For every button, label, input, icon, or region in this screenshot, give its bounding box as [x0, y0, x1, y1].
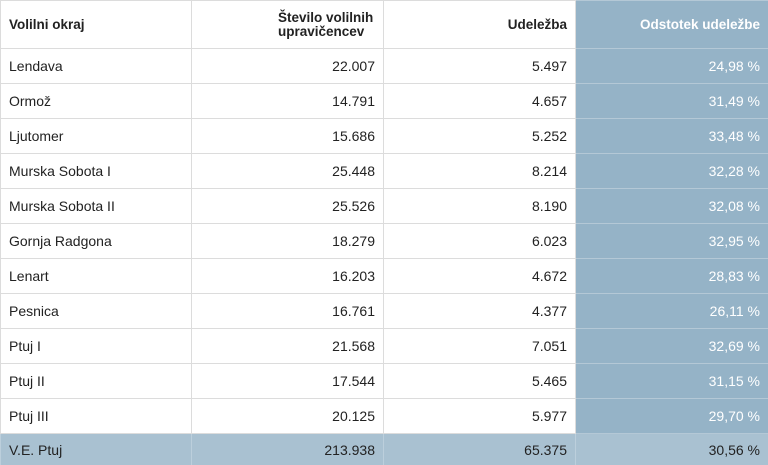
- header-cell: Število volilnih upravičencev: [191, 0, 384, 49]
- value-cell: 8.190: [383, 188, 576, 224]
- value-cell: 6.023: [383, 223, 576, 259]
- district-cell: Ormož: [0, 83, 192, 119]
- value-cell: 8.214: [383, 153, 576, 189]
- total-cell: 30,56 %: [575, 433, 768, 465]
- value-cell: 29,70 %: [575, 398, 768, 434]
- district-cell: Gornja Radgona: [0, 223, 192, 259]
- value-cell: 14.791: [191, 83, 384, 119]
- value-cell: 15.686: [191, 118, 384, 154]
- table-body: Lendava 22.007 5.497 24,98 % Ormož 14.791 4.65…: [0, 48, 768, 434]
- header-cell: Odstotek udeležbe: [575, 0, 768, 49]
- value-cell: 31,49 %: [575, 83, 768, 119]
- value-cell: 32,08 %: [575, 188, 768, 224]
- value-cell: 5.465: [383, 363, 576, 399]
- total-cell: 213.938: [191, 433, 384, 465]
- value-cell: 16.761: [191, 293, 384, 329]
- total-cell: 65.375: [383, 433, 576, 465]
- value-cell: 17.544: [191, 363, 384, 399]
- table-row: Pesnica 16.761 4.377 26,11 %: [0, 293, 768, 329]
- table-row: Ljutomer 15.686 5.252 33,48 %: [0, 118, 768, 154]
- value-cell: 4.377: [383, 293, 576, 329]
- value-cell: 4.672: [383, 258, 576, 294]
- value-cell: 5.977: [383, 398, 576, 434]
- header-row: Volilni okraj Število volilnih upravičen…: [0, 0, 768, 49]
- district-cell: Ptuj I: [0, 328, 192, 364]
- district-cell: Lenart: [0, 258, 192, 294]
- table-row: Lenart 16.203 4.672 28,83 %: [0, 258, 768, 294]
- value-cell: 21.568: [191, 328, 384, 364]
- value-cell: 22.007: [191, 48, 384, 84]
- value-cell: 7.051: [383, 328, 576, 364]
- table-row: Gornja Radgona 18.279 6.023 32,95 %: [0, 223, 768, 259]
- district-cell: Lendava: [0, 48, 192, 84]
- district-cell: Ljutomer: [0, 118, 192, 154]
- value-cell: 32,69 %: [575, 328, 768, 364]
- district-cell: Ptuj II: [0, 363, 192, 399]
- value-cell: 25.526: [191, 188, 384, 224]
- district-cell: Pesnica: [0, 293, 192, 329]
- value-cell: 25.448: [191, 153, 384, 189]
- header-cell: Volilni okraj: [0, 0, 192, 49]
- value-cell: 31,15 %: [575, 363, 768, 399]
- value-cell: 26,11 %: [575, 293, 768, 329]
- header-cell: Udeležba: [383, 0, 576, 49]
- value-cell: 24,98 %: [575, 48, 768, 84]
- value-cell: 5.252: [383, 118, 576, 154]
- total-row: V.E. Ptuj 213.938 65.375 30,56 %: [0, 433, 768, 465]
- table-row: Murska Sobota II 25.526 8.190 32,08 %: [0, 188, 768, 224]
- value-cell: 28,83 %: [575, 258, 768, 294]
- table-row: Lendava 22.007 5.497 24,98 %: [0, 48, 768, 84]
- value-cell: 32,95 %: [575, 223, 768, 259]
- value-cell: 20.125: [191, 398, 384, 434]
- table-row: Ptuj III 20.125 5.977 29,70 %: [0, 398, 768, 434]
- table-row: Ptuj II 17.544 5.465 31,15 %: [0, 363, 768, 399]
- value-cell: 5.497: [383, 48, 576, 84]
- value-cell: 32,28 %: [575, 153, 768, 189]
- value-cell: 18.279: [191, 223, 384, 259]
- district-cell: Ptuj III: [0, 398, 192, 434]
- value-cell: 16.203: [191, 258, 384, 294]
- total-cell: V.E. Ptuj: [0, 433, 192, 465]
- table-row: Ptuj I 21.568 7.051 32,69 %: [0, 328, 768, 364]
- district-cell: Murska Sobota I: [0, 153, 192, 189]
- value-cell: 33,48 %: [575, 118, 768, 154]
- table-row: Murska Sobota I 25.448 8.214 32,28 %: [0, 153, 768, 189]
- value-cell: 4.657: [383, 83, 576, 119]
- table-row: Ormož 14.791 4.657 31,49 %: [0, 83, 768, 119]
- district-cell: Murska Sobota II: [0, 188, 192, 224]
